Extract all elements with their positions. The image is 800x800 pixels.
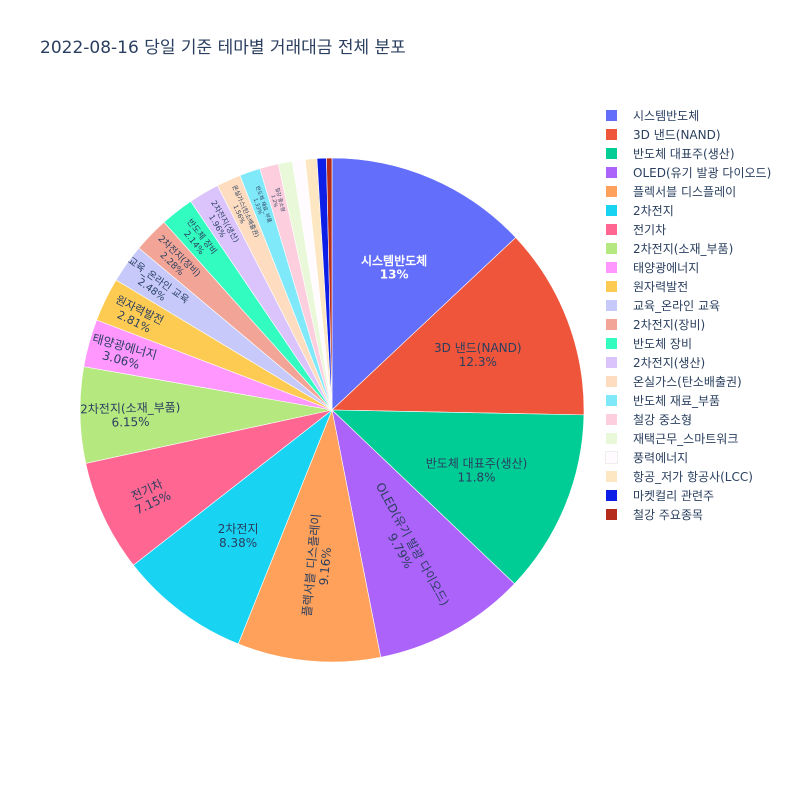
- pie-slice[interactable]: [237, 408, 382, 663]
- legend-label: 2차전지: [633, 204, 674, 218]
- legend-swatch: [606, 148, 617, 159]
- legend-item[interactable]: 온실가스(탄소배출권): [606, 372, 771, 391]
- legend-label: 2차전지(소재_부품): [633, 242, 734, 256]
- pie-slice[interactable]: [331, 409, 585, 585]
- legend-label: 마켓컬리 관련주: [633, 489, 715, 503]
- legend-label: 2차전지(장비): [633, 318, 706, 332]
- legend-label: OLED(유기 발광 다이오드): [633, 166, 772, 180]
- legend-swatch: [606, 395, 617, 406]
- pie-slice[interactable]: [85, 409, 333, 566]
- legend-label: 항공_저가 항공사(LCC): [633, 470, 753, 484]
- legend-label: 반도체 대표주(생산): [633, 147, 735, 161]
- legend-item[interactable]: 철강 중소형: [606, 410, 771, 429]
- legend-label: 전기차: [633, 223, 667, 237]
- legend-swatch: [606, 205, 617, 216]
- legend-swatch: [606, 414, 617, 425]
- legend-swatch: [606, 357, 617, 368]
- legend-label: 반도체 장비: [633, 337, 693, 351]
- legend-label: 3D 낸드(NAND): [633, 128, 721, 142]
- legend-swatch: [606, 224, 617, 235]
- legend-swatch: [606, 110, 617, 121]
- pie-slice[interactable]: [331, 409, 515, 658]
- slice-label: 반도체 대표주(생산) 11.8%: [426, 457, 528, 485]
- legend-label: 태양광에너지: [633, 261, 700, 275]
- legend-label: 온실가스(탄소배출권): [633, 375, 742, 389]
- legend-item[interactable]: 2차전지(생산): [606, 353, 771, 372]
- legend-item[interactable]: 반도체 대표주(생산): [606, 144, 771, 163]
- legend-swatch: [606, 167, 617, 178]
- slice-label: 3D 낸드(NAND) 12.3%: [434, 341, 522, 369]
- legend-item[interactable]: 태양광에너지: [606, 258, 771, 277]
- legend-label: 2차전지(생산): [633, 356, 706, 370]
- legend-item[interactable]: 재택근무_스마트워크: [606, 429, 771, 448]
- legend-item[interactable]: 반도체 장비: [606, 334, 771, 353]
- legend-swatch: [606, 509, 617, 520]
- legend: 시스템반도체 3D 낸드(NAND) 반도체 대표주(생산) OLED(유기 발광 다…: [605, 106, 771, 524]
- pie-slice[interactable]: [331, 157, 517, 411]
- pie-slice[interactable]: [331, 237, 585, 416]
- legend-swatch: [606, 243, 617, 254]
- legend-swatch: [606, 129, 617, 140]
- legend-label: 원자력발전: [633, 280, 689, 294]
- legend-item[interactable]: 2차전지(소재_부품): [606, 239, 771, 258]
- legend-item[interactable]: 원자력발전: [606, 277, 771, 296]
- legend-item[interactable]: 마켓컬리 관련주: [606, 486, 771, 505]
- legend-swatch: [606, 471, 617, 482]
- legend-item[interactable]: 반도체 재료_부품: [606, 391, 771, 410]
- legend-item[interactable]: 2차전지(장비): [606, 315, 771, 334]
- legend-swatch: [606, 338, 617, 349]
- legend-label: 반도체 재료_부품: [633, 394, 721, 408]
- legend-item[interactable]: 철강 주요종목: [606, 505, 771, 524]
- legend-item[interactable]: OLED(유기 발광 다이오드): [606, 163, 771, 182]
- legend-label: 철강 주요종목: [633, 508, 704, 522]
- legend-swatch: [606, 186, 617, 197]
- legend-swatch: [606, 433, 617, 444]
- legend-swatch: [605, 451, 618, 464]
- legend-swatch: [606, 376, 617, 387]
- slice-label: 2차전지 8.38%: [218, 522, 259, 550]
- legend-item[interactable]: 전기차: [606, 220, 771, 239]
- slice-label: 2차전지(소재_부품)6.15%: [80, 400, 181, 430]
- legend-label: 재택근무_스마트워크: [633, 432, 739, 446]
- legend-swatch: [606, 262, 617, 273]
- legend-item[interactable]: 풍력에너지: [605, 448, 771, 467]
- legend-label: 플렉서블 디스플레이: [633, 185, 737, 199]
- slice-label: 시스템반도체 13%: [361, 253, 427, 282]
- pie-slice[interactable]: [132, 409, 333, 645]
- legend-item[interactable]: 3D 낸드(NAND): [606, 125, 771, 144]
- legend-label: 철강 중소형: [633, 413, 693, 427]
- legend-item[interactable]: 시스템반도체: [606, 106, 771, 125]
- legend-item[interactable]: 항공_저가 항공사(LCC): [606, 467, 771, 486]
- chart-title: 2022-08-16 당일 기준 테마별 거래대금 전체 분포: [40, 38, 406, 58]
- legend-swatch: [606, 300, 617, 311]
- legend-item[interactable]: 플렉서블 디스플레이: [606, 182, 771, 201]
- legend-item[interactable]: 2차전지: [606, 201, 771, 220]
- legend-swatch: [606, 319, 617, 330]
- legend-label: 시스템반도체: [633, 109, 700, 123]
- legend-label: 풍력에너지: [633, 451, 689, 465]
- legend-swatch: [606, 490, 617, 501]
- pie-slice[interactable]: [326, 157, 333, 411]
- legend-label: 교육_온라인 교육: [633, 299, 721, 313]
- legend-item[interactable]: 교육_온라인 교육: [606, 296, 771, 315]
- legend-swatch: [606, 281, 617, 292]
